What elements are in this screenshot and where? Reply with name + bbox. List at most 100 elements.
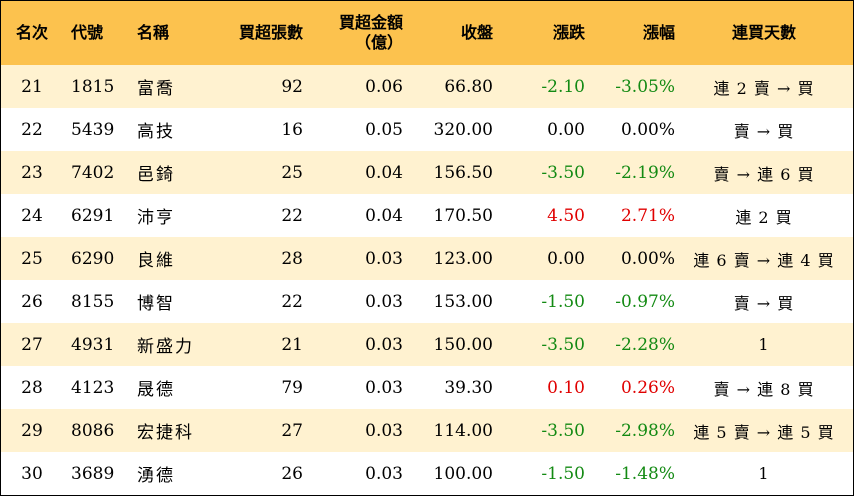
table-row[interactable]: 28 4123 晟德 79 0.03 39.30 0.10 0.26% 賣 → … <box>1 366 853 409</box>
cell-net-buy-volume: 92 <box>281 76 303 97</box>
cell-change-percent: -1.48% <box>615 463 675 484</box>
header-net-buy-amount-line1: 買超金額 <box>338 13 403 32</box>
cell-close-price: 39.30 <box>444 377 493 398</box>
table-row[interactable]: 24 6291 沛亨 22 0.04 170.50 4.50 2.71% 連 2… <box>1 194 853 237</box>
header-close-price[interactable]: 收盤 <box>460 23 493 42</box>
cell-change: -1.50 <box>541 291 585 312</box>
cell-net-buy-amount: 0.03 <box>365 377 403 398</box>
cell-code: 6291 <box>71 205 115 226</box>
cell-code: 4123 <box>71 377 115 398</box>
cell-change: -2.10 <box>541 76 585 97</box>
cell-change: 4.50 <box>547 205 585 226</box>
cell-code: 8086 <box>71 420 115 441</box>
cell-change-percent: -2.19% <box>615 162 675 183</box>
cell-name[interactable]: 良維 <box>137 251 175 271</box>
cell-name[interactable]: 邑錡 <box>137 165 175 185</box>
cell-net-buy-volume: 27 <box>281 420 303 441</box>
cell-code: 4931 <box>71 334 115 355</box>
table-row[interactable]: 30 3689 湧德 26 0.03 100.00 -1.50 -1.48% 1 <box>1 452 853 495</box>
cell-consecutive-buy-days: 連 2 買 <box>735 207 793 227</box>
cell-net-buy-amount: 0.03 <box>365 334 403 355</box>
cell-close-price: 153.00 <box>433 291 493 312</box>
cell-consecutive-buy-days: 賣 → 買 <box>733 121 795 141</box>
cell-consecutive-buy-days: 連 6 賣 → 連 4 買 <box>693 250 835 270</box>
header-net-buy-amount-unit: （億） <box>354 33 403 52</box>
cell-consecutive-buy-days: 賣 → 買 <box>733 293 795 313</box>
table-row[interactable]: 26 8155 博智 22 0.03 153.00 -1.50 -0.97% 賣… <box>1 280 853 323</box>
table-row[interactable]: 22 5439 高技 16 0.05 320.00 0.00 0.00% 賣 →… <box>1 108 853 151</box>
cell-rank: 21 <box>21 76 43 97</box>
header-net-buy-volume[interactable]: 買超張數 <box>238 23 303 42</box>
cell-rank: 22 <box>21 119 43 140</box>
table-row[interactable]: 29 8086 宏捷科 27 0.03 114.00 -3.50 -2.98% … <box>1 409 853 452</box>
cell-net-buy-volume: 28 <box>281 248 303 269</box>
cell-close-price: 150.00 <box>433 334 493 355</box>
cell-change: 0.00 <box>547 248 585 269</box>
table-row[interactable]: 27 4931 新盛力 21 0.03 150.00 -3.50 -2.28% … <box>1 323 853 366</box>
cell-rank: 29 <box>21 420 43 441</box>
cell-rank: 24 <box>21 205 43 226</box>
cell-rank: 23 <box>21 162 43 183</box>
cell-change-percent: 2.71% <box>620 205 675 226</box>
header-change[interactable]: 漲跌 <box>552 23 585 42</box>
cell-change-percent: 0.00% <box>620 119 675 140</box>
cell-rank: 28 <box>21 377 43 398</box>
cell-name[interactable]: 晟德 <box>137 380 175 400</box>
cell-change: -1.50 <box>541 463 585 484</box>
table-row[interactable]: 23 7402 邑錡 25 0.04 156.50 -3.50 -2.19% 賣… <box>1 151 853 194</box>
cell-net-buy-amount: 0.06 <box>365 76 403 97</box>
cell-net-buy-amount: 0.03 <box>365 463 403 484</box>
cell-close-price: 156.50 <box>433 162 493 183</box>
cell-consecutive-buy-days: 連 5 賣 → 連 5 買 <box>693 422 835 442</box>
cell-close-price: 66.80 <box>444 76 493 97</box>
cell-rank: 30 <box>21 463 43 484</box>
cell-change: 0.10 <box>547 377 585 398</box>
cell-net-buy-amount: 0.05 <box>365 119 403 140</box>
cell-consecutive-buy-days: 連 2 賣 → 買 <box>713 78 815 98</box>
cell-code: 6290 <box>71 248 115 269</box>
cell-name[interactable]: 博智 <box>137 294 175 314</box>
header-rank[interactable]: 名次 <box>15 23 48 42</box>
cell-rank: 25 <box>21 248 43 269</box>
cell-net-buy-amount: 0.03 <box>365 291 403 312</box>
header-consecutive-buy-days[interactable]: 連買天數 <box>731 23 796 42</box>
header-change-percent[interactable]: 漲幅 <box>642 23 675 42</box>
cell-rank: 26 <box>21 291 43 312</box>
cell-close-price: 100.00 <box>433 463 493 484</box>
cell-name[interactable]: 沛亨 <box>137 208 175 228</box>
cell-net-buy-amount: 0.04 <box>365 162 403 183</box>
cell-net-buy-volume: 21 <box>281 334 303 355</box>
header-name[interactable]: 名稱 <box>137 23 170 42</box>
cell-code: 3689 <box>71 463 115 484</box>
cell-change-percent: 0.00% <box>620 248 675 269</box>
cell-net-buy-amount: 0.03 <box>365 248 403 269</box>
cell-name[interactable]: 高技 <box>137 122 175 142</box>
cell-change: -3.50 <box>541 420 585 441</box>
cell-close-price: 114.00 <box>433 420 493 441</box>
cell-close-price: 170.50 <box>433 205 493 226</box>
table-row[interactable]: 21 1815 富喬 92 0.06 66.80 -2.10 -3.05% 連 … <box>1 65 853 108</box>
table-body: 21 1815 富喬 92 0.06 66.80 -2.10 -3.05% 連 … <box>1 65 853 495</box>
cell-consecutive-buy-days: 1 <box>758 464 770 483</box>
cell-change: -3.50 <box>541 162 585 183</box>
cell-net-buy-volume: 16 <box>281 119 303 140</box>
cell-net-buy-amount: 0.03 <box>365 420 403 441</box>
cell-net-buy-volume: 79 <box>281 377 303 398</box>
header-net-buy-amount[interactable]: 買超金額 （億） <box>303 1 403 65</box>
cell-change-percent: -2.28% <box>615 334 675 355</box>
cell-consecutive-buy-days: 賣 → 連 8 買 <box>713 379 815 399</box>
cell-name[interactable]: 富喬 <box>137 79 175 99</box>
header-code[interactable]: 代號 <box>71 23 104 42</box>
cell-net-buy-volume: 25 <box>281 162 303 183</box>
cell-net-buy-volume: 26 <box>281 463 303 484</box>
cell-code: 5439 <box>71 119 115 140</box>
table-row[interactable]: 25 6290 良維 28 0.03 123.00 0.00 0.00% 連 6… <box>1 237 853 280</box>
cell-net-buy-volume: 22 <box>281 205 303 226</box>
cell-name[interactable]: 湧德 <box>137 466 175 486</box>
cell-change-percent: -2.98% <box>615 420 675 441</box>
cell-net-buy-amount: 0.04 <box>365 205 403 226</box>
cell-name[interactable]: 宏捷科 <box>137 423 194 443</box>
cell-name[interactable]: 新盛力 <box>137 337 194 357</box>
cell-change-percent: -0.97% <box>615 291 675 312</box>
